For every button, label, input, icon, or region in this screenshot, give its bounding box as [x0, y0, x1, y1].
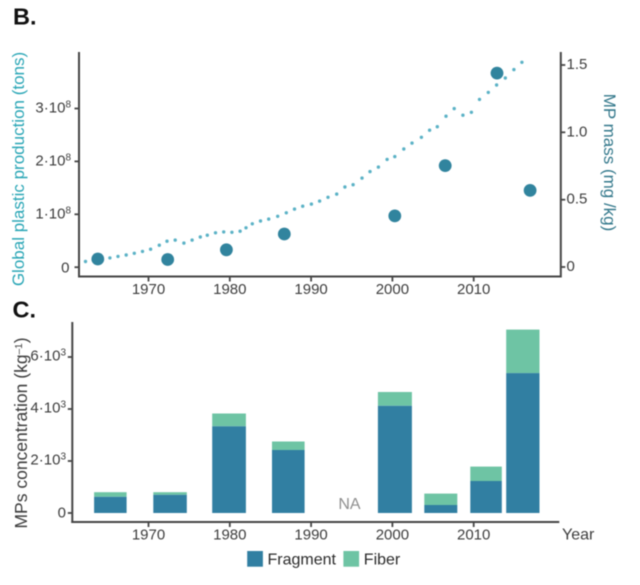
svg-text:1970: 1970 — [132, 527, 165, 544]
svg-text:1990: 1990 — [294, 281, 327, 298]
svg-text:1980: 1980 — [213, 527, 246, 544]
svg-text:1990: 1990 — [294, 527, 327, 544]
svg-text:1970: 1970 — [132, 281, 165, 298]
svg-text:Fiber: Fiber — [364, 551, 401, 568]
svg-text:2000: 2000 — [376, 527, 409, 544]
svg-text:2·103: 2·103 — [30, 452, 66, 469]
svg-text:3·108: 3·108 — [35, 100, 71, 117]
svg-text:2010: 2010 — [457, 281, 490, 298]
svg-text:1980: 1980 — [213, 281, 246, 298]
svg-text:B.: B. — [13, 3, 37, 29]
svg-text:4·103: 4·103 — [30, 400, 66, 417]
svg-text:NA: NA — [338, 496, 361, 513]
svg-text:Global plastic production (ton: Global plastic production (tons) — [9, 52, 28, 286]
svg-text:2010: 2010 — [457, 527, 490, 544]
svg-text:2·108: 2·108 — [35, 152, 71, 169]
svg-text:0: 0 — [61, 260, 69, 277]
svg-text:C.: C. — [13, 296, 37, 322]
svg-text:MPs concentration (kg–1): MPs concentration (kg–1) — [11, 337, 31, 528]
svg-text:Year: Year — [562, 527, 595, 544]
svg-text:0: 0 — [567, 258, 575, 275]
svg-text:Fragment: Fragment — [268, 551, 337, 568]
svg-text:6·103: 6·103 — [30, 348, 66, 365]
svg-text:MP mass (mg /kg): MP mass (mg /kg) — [600, 94, 619, 232]
svg-text:1.5: 1.5 — [567, 56, 588, 73]
svg-text:1·108: 1·108 — [35, 205, 71, 222]
svg-text:1.0: 1.0 — [567, 123, 588, 140]
svg-text:0: 0 — [58, 505, 66, 522]
svg-text:0.5: 0.5 — [567, 191, 588, 208]
svg-text:2000: 2000 — [376, 281, 409, 298]
